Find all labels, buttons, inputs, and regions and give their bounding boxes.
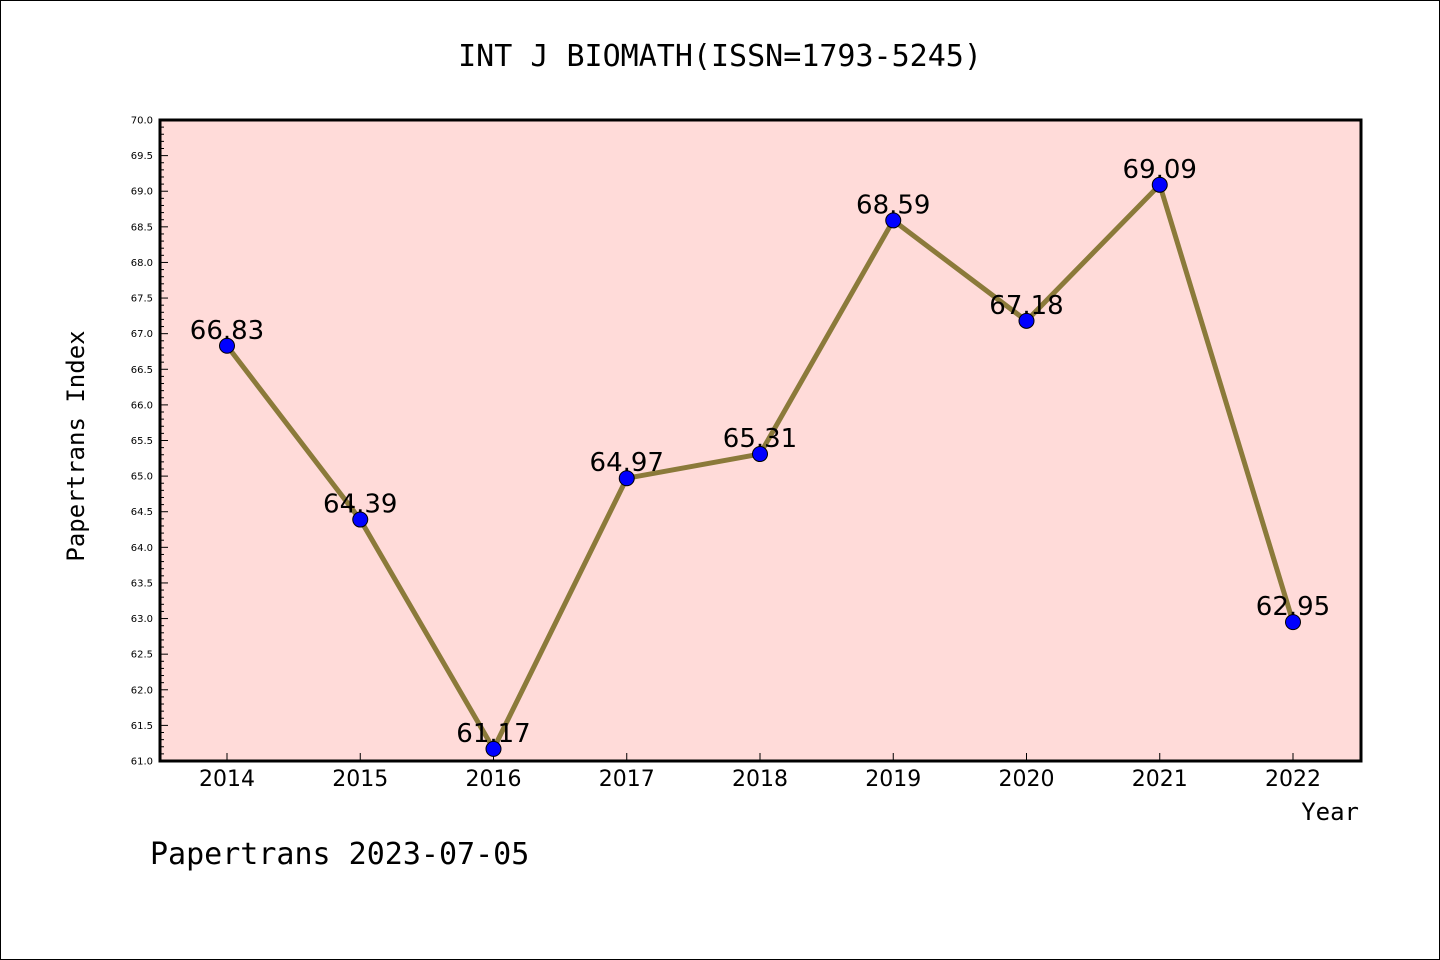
y-tick-label: 69.5	[131, 151, 153, 162]
x-tick-label: 2014	[199, 767, 255, 792]
y-tick-label: 66.5	[131, 365, 153, 376]
y-tick-label: 70.0	[131, 116, 153, 127]
data-label: 69.09	[1123, 155, 1197, 185]
x-tick-label: 2019	[865, 767, 921, 792]
chart-title: INT J BIOMATH(ISSN=1793-5245)	[458, 39, 982, 74]
data-point	[618, 470, 635, 487]
x-tick-label: 2021	[1132, 767, 1188, 792]
x-tick-label: 2022	[1265, 767, 1321, 792]
y-tick-label: 61.5	[131, 721, 153, 732]
y-axis: 61.0 61.5 62.0 62.5 63.0 63.5 64.0 64.5 65.0 65.5…	[131, 116, 168, 768]
data-label: 67.18	[989, 291, 1063, 321]
x-tick-label: 2016	[466, 767, 522, 792]
data-point	[885, 212, 902, 229]
y-tick-label: 66.0	[131, 400, 153, 411]
y-tick-label: 61.0	[131, 757, 153, 768]
data-label: 62.95	[1256, 592, 1330, 622]
data-label: 64.97	[590, 448, 664, 478]
plot-area	[158, 118, 1363, 763]
data-label: 65.31	[723, 424, 797, 454]
x-tick-label: 2018	[732, 767, 788, 792]
data-point	[1151, 176, 1168, 193]
y-tick-label: 68.0	[131, 258, 153, 269]
x-axis: 2014 2015 2016 2017 2018 2019 2020 2021 2022	[199, 753, 1321, 792]
y-tick-label: 68.5	[131, 222, 153, 233]
y-tick-label: 62.5	[131, 650, 153, 661]
data-point	[1285, 614, 1301, 631]
data-label: 66.83	[190, 316, 264, 346]
y-tick-label: 65.0	[131, 472, 153, 483]
data-point	[352, 511, 369, 528]
y-tick-label: 67.0	[131, 329, 153, 340]
data-label: 64.39	[323, 490, 397, 520]
y-tick-label: 69.0	[131, 187, 153, 198]
footer-text: Papertrans 2023-07-05	[150, 837, 529, 872]
y-tick-label: 65.5	[131, 436, 153, 447]
y-axis-label: Papertrans Index	[62, 330, 90, 561]
data-point	[485, 740, 502, 757]
data-point	[752, 446, 768, 463]
y-tick-label: 62.0	[131, 685, 153, 696]
y-tick-label: 64.0	[131, 543, 153, 554]
data-series: 66.83 64.39 61.17 64.97 65.31 68.59 67.18 69.09…	[190, 155, 1330, 757]
x-axis-label: Year	[1301, 798, 1359, 826]
x-tick-label: 2017	[599, 767, 655, 792]
x-tick-label: 2020	[999, 767, 1055, 792]
y-tick-label: 63.5	[131, 578, 153, 589]
data-point	[1018, 312, 1035, 329]
y-tick-label: 63.0	[131, 614, 153, 625]
data-point	[219, 337, 235, 354]
x-tick-label: 2015	[332, 767, 388, 792]
data-label: 68.59	[856, 190, 930, 220]
y-tick-label: 67.5	[131, 294, 153, 305]
y-tick-label: 64.5	[131, 507, 153, 518]
data-label: 61.17	[456, 719, 530, 749]
